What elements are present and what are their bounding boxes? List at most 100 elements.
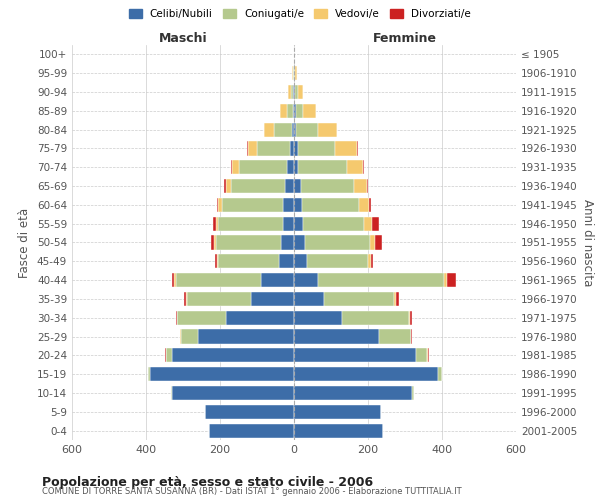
Y-axis label: Anni di nascita: Anni di nascita [581, 199, 594, 286]
Bar [294, 122, 296, 136]
Bar [296, 122, 318, 136]
Text: Femmine: Femmine [373, 32, 437, 45]
Bar [298, 142, 335, 156]
Bar [283, 198, 294, 212]
Bar [416, 348, 427, 362]
Bar [370, 236, 376, 250]
Bar [247, 142, 248, 156]
Bar [294, 254, 307, 268]
Bar [172, 386, 294, 400]
Bar [372, 216, 379, 230]
Bar [303, 104, 316, 118]
Bar [218, 254, 279, 268]
Text: COMUNE DI TORRE SANTA SUSANNA (BR) - Dati ISTAT 1° gennaio 2006 - Elaborazione T: COMUNE DI TORRE SANTA SUSANNA (BR) - Dat… [42, 488, 461, 496]
Bar [318, 273, 444, 287]
Bar [294, 310, 342, 325]
Bar [294, 236, 305, 250]
Bar [198, 330, 294, 344]
Bar [175, 273, 176, 287]
Bar [427, 348, 428, 362]
Bar [410, 310, 412, 325]
Bar [371, 254, 373, 268]
Bar [298, 85, 303, 99]
Bar [222, 198, 283, 212]
Bar [177, 310, 178, 325]
Bar [410, 330, 411, 344]
Bar [290, 142, 294, 156]
Bar [218, 216, 283, 230]
Bar [444, 273, 447, 287]
Bar [283, 216, 294, 230]
Bar [335, 142, 357, 156]
Bar [307, 254, 368, 268]
Bar [232, 160, 239, 174]
Bar [318, 122, 337, 136]
Bar [226, 310, 294, 325]
Bar [292, 66, 293, 80]
Bar [287, 160, 294, 174]
Bar [231, 160, 232, 174]
Bar [295, 85, 298, 99]
Bar [265, 122, 274, 136]
Bar [214, 216, 216, 230]
Text: Popolazione per età, sesso e stato civile - 2006: Popolazione per età, sesso e stato civil… [42, 476, 373, 489]
Bar [172, 273, 175, 287]
Bar [295, 66, 297, 80]
Bar [367, 179, 368, 193]
Bar [347, 160, 363, 174]
Bar [217, 254, 218, 268]
Bar [394, 292, 396, 306]
Bar [292, 85, 293, 99]
Bar [409, 310, 410, 325]
Bar [323, 292, 394, 306]
Bar [148, 367, 150, 381]
Bar [294, 142, 298, 156]
Bar [379, 330, 410, 344]
Bar [178, 310, 226, 325]
Bar [176, 310, 177, 325]
Bar [294, 367, 438, 381]
Bar [172, 348, 294, 362]
Bar [363, 160, 364, 174]
Bar [302, 198, 359, 212]
Bar [294, 179, 301, 193]
Bar [298, 160, 347, 174]
Bar [447, 273, 456, 287]
Bar [231, 179, 285, 193]
Bar [294, 292, 323, 306]
Bar [214, 236, 216, 250]
Bar [294, 273, 318, 287]
Bar [187, 292, 251, 306]
Bar [287, 104, 293, 118]
Bar [281, 236, 294, 250]
Bar [438, 367, 442, 381]
Bar [216, 216, 218, 230]
Bar [224, 179, 226, 193]
Bar [165, 348, 166, 362]
Bar [294, 330, 379, 344]
Bar [171, 386, 172, 400]
Bar [294, 424, 383, 438]
Y-axis label: Fasce di età: Fasce di età [19, 208, 31, 278]
Bar [357, 142, 358, 156]
Bar [301, 179, 355, 193]
Bar [218, 198, 222, 212]
Bar [294, 104, 296, 118]
Bar [185, 292, 187, 306]
Bar [166, 348, 172, 362]
Legend: Celibi/Nubili, Coniugati/e, Vedovi/e, Divorziati/e: Celibi/Nubili, Coniugati/e, Vedovi/e, Di… [125, 5, 475, 24]
Bar [209, 424, 294, 438]
Bar [359, 198, 369, 212]
Bar [296, 104, 303, 118]
Bar [294, 85, 295, 99]
Bar [280, 104, 287, 118]
Bar [150, 367, 294, 381]
Bar [369, 198, 371, 212]
Bar [364, 216, 372, 230]
Bar [184, 292, 185, 306]
Bar [251, 292, 294, 306]
Bar [412, 386, 413, 400]
Bar [368, 254, 371, 268]
Bar [294, 216, 303, 230]
Bar [292, 122, 294, 136]
